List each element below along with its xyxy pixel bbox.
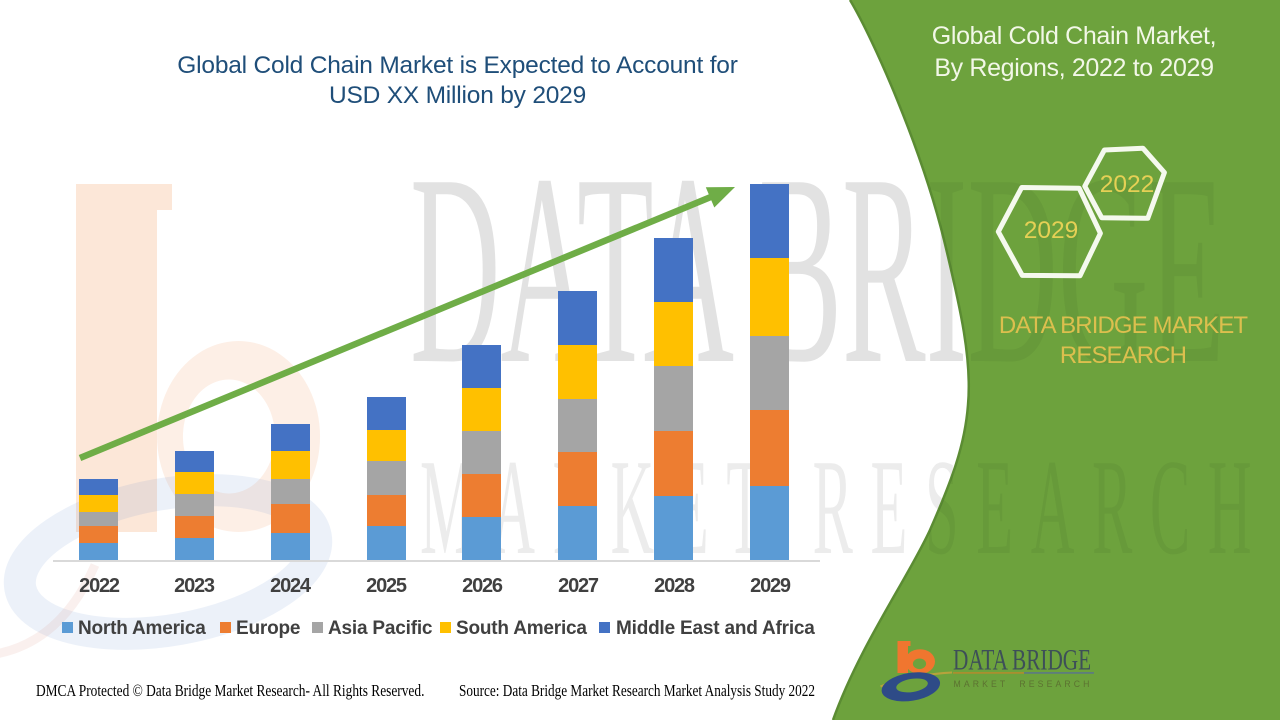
- svg-text:DATA BRIDGE: DATA BRIDGE: [953, 643, 1091, 676]
- svg-text:MARKET RESEARCH: MARKET RESEARCH: [954, 679, 1093, 689]
